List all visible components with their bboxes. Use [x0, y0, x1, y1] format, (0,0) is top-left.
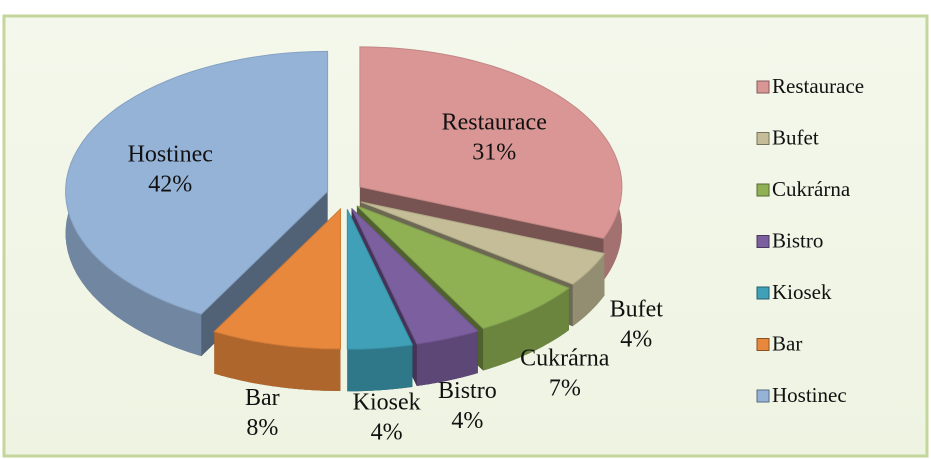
slice-side [416, 331, 478, 386]
slice-side [214, 331, 341, 391]
slice [359, 46, 623, 239]
legend-swatch [756, 389, 770, 403]
labels: Restaurace 31% Bufet 4% Cukrárna 7% Bistro 4% Ki… [128, 110, 664, 446]
slice [213, 207, 341, 350]
slice-label: Bar [245, 385, 280, 411]
legend-swatch [756, 132, 770, 145]
pie [65, 46, 623, 392]
legend-label: Bufet [772, 125, 819, 149]
legend-label: Bar [772, 331, 802, 355]
slice [356, 205, 570, 330]
slice-value: 42% [148, 171, 192, 197]
slice [346, 209, 414, 350]
legend-label: Hostinec [772, 383, 847, 407]
slice-label: Restaurace [442, 110, 547, 136]
slice-label: Kiosek [353, 389, 421, 415]
slice-value: 7% [549, 375, 581, 401]
slice-side [347, 344, 413, 392]
legend-swatch [756, 286, 770, 300]
slice-value: 8% [246, 415, 278, 441]
slice-value: 4% [451, 408, 483, 434]
legend-label: Kiosek [772, 280, 832, 304]
legend-swatch [756, 338, 770, 351]
slice [65, 50, 329, 315]
slice-value: 4% [371, 419, 403, 445]
slice-value: 31% [472, 140, 516, 166]
slice-label: Bistro [438, 378, 497, 404]
legend-swatch [756, 235, 770, 248]
slice-side [483, 288, 569, 371]
slice-group [346, 209, 414, 392]
legend-label: Cukrárna [772, 177, 851, 201]
slice [360, 201, 606, 285]
legend-label: Restaurace [772, 74, 864, 98]
slice-value: 4% [620, 326, 652, 352]
slice-label: Hostinec [128, 141, 213, 167]
slice-label: Bufet [610, 296, 664, 322]
slice [351, 208, 479, 345]
legend: Restaurace Bufet Cukrárna Bistro Kiosek Bar Ho… [756, 74, 864, 407]
legend-label: Bistro [772, 228, 823, 252]
legend-swatch [756, 183, 770, 197]
slice-side [572, 253, 605, 327]
slice-group [213, 207, 341, 391]
slice-label: Cukrárna [520, 345, 610, 371]
legend-swatch [756, 80, 770, 94]
